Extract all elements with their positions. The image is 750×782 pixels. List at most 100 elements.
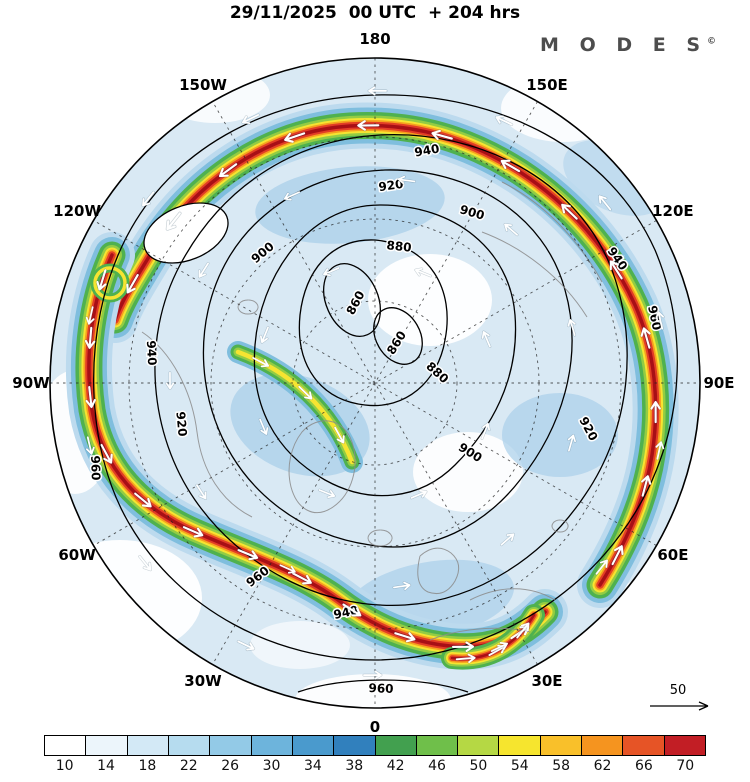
wind-arrow — [654, 310, 665, 331]
wind-arrow — [278, 563, 297, 575]
contour-label-940: 940 — [332, 603, 359, 622]
contour-line-960-outer — [297, 679, 469, 693]
wind-arrow — [414, 267, 432, 278]
wind-arrow — [84, 385, 97, 409]
wind-arrow — [392, 581, 412, 591]
longitude-label-30E: 30E — [531, 671, 563, 690]
colorbar-tick-label: 54 — [510, 758, 529, 774]
colorbar-tick-label: 46 — [428, 758, 446, 774]
wind-arrows — [84, 85, 665, 681]
wind-reference-label: 50 — [670, 683, 687, 698]
colorbar-cells — [44, 735, 706, 756]
colorbar-tick-label: 66 — [635, 758, 653, 774]
wind-arrow — [333, 426, 346, 445]
wind-arrow — [182, 525, 204, 539]
wind-reference: 50 — [650, 683, 709, 711]
wind-arrow — [500, 158, 521, 173]
cyclone-vortex — [90, 263, 130, 303]
wind-arrow — [236, 548, 259, 561]
wind-arrow — [490, 641, 509, 653]
colorbar-cell — [168, 736, 211, 755]
contour-line-860 — [323, 263, 381, 337]
colorbar-cell — [458, 736, 500, 755]
wind-arrow — [610, 544, 625, 566]
wind-arrow — [598, 194, 612, 211]
wind-arrow — [241, 113, 260, 125]
wind-arrow — [138, 555, 152, 572]
wind-arrow — [649, 400, 662, 424]
closed-contour-lake — [143, 202, 229, 264]
colorbar-cell — [540, 736, 583, 755]
modes-logo-copyright: © — [707, 36, 716, 47]
colorbar-tick-label: 10 — [55, 758, 74, 774]
wind-arrow — [291, 571, 313, 586]
wind-arrow — [455, 653, 477, 664]
wind-arrow — [393, 631, 417, 643]
longitude-label-150E: 150E — [526, 76, 568, 95]
wind-arrow — [609, 259, 624, 281]
contour-label-960: 960 — [88, 455, 103, 481]
longitude-label-180: 180 — [359, 30, 391, 48]
colorbar-cell — [375, 736, 417, 755]
longitude-label-120W: 120W — [53, 202, 102, 220]
wind-arrow — [85, 435, 96, 456]
contour-line-940 — [154, 134, 628, 607]
contour-label-940: 940 — [144, 340, 159, 366]
wind-arrow — [84, 326, 96, 350]
colorbar-tick-label: 50 — [469, 758, 488, 774]
wind-arrow — [480, 422, 491, 440]
colorbar-cell — [292, 736, 335, 755]
darker-field-patches — [230, 140, 667, 641]
colorbar-cell — [45, 736, 87, 755]
wind-reference-arrow — [650, 701, 709, 711]
wind-arrow — [251, 356, 270, 368]
colorbar-cell — [251, 736, 293, 755]
wind-arrow — [451, 640, 475, 653]
wind-arrow — [198, 262, 210, 279]
colorbar-tick-label: 14 — [97, 758, 115, 774]
wind-arrow — [218, 162, 238, 178]
wind-arrow — [322, 266, 341, 277]
colorbar-tick-label: 38 — [345, 758, 364, 774]
longitude-label-90W: 90W — [12, 374, 50, 392]
wind-arrow — [515, 621, 531, 640]
wind-arrow — [141, 190, 155, 207]
page-title: 29/11/2025 00 UTC + 204 hrs — [229, 3, 521, 23]
colorbar-cell — [86, 736, 128, 755]
contour-line-900 — [253, 204, 517, 497]
wind-arrow — [85, 305, 96, 326]
wind-arrow — [367, 85, 388, 96]
map-interior: 9409209008808608608809009009209209409409… — [50, 58, 700, 708]
coastlines — [141, 181, 603, 641]
colorbar-cell — [499, 736, 541, 755]
wind-arrow — [560, 203, 579, 221]
wind-arrow — [318, 488, 336, 499]
wind-arrow — [195, 483, 207, 500]
longitude-label-0: 0 — [369, 718, 381, 736]
modes-logo-text: M O D E S — [540, 34, 707, 56]
wind-arrow — [481, 330, 492, 348]
contour-line-880 — [298, 239, 448, 407]
wind-arrow — [283, 131, 306, 144]
colorbar-tick-label: 62 — [593, 758, 612, 774]
longitude-label-60E: 60E — [657, 546, 689, 564]
wind-arrow — [397, 175, 416, 185]
colorbar-tick-label: 30 — [262, 758, 281, 774]
colorbar: 10 14 18 22 26 30 34 38 42 46 50 54 58 62 66 70 — [44, 735, 706, 774]
wind-arrow — [283, 190, 301, 202]
colorbar-cell — [210, 736, 252, 755]
wind-arrow — [125, 273, 140, 295]
wind-arrow — [430, 129, 454, 141]
longitude-label-150W: 150W — [179, 76, 227, 95]
colorbar-cell — [127, 736, 169, 755]
contour-label-960: 960 — [645, 304, 664, 331]
contour-label-920: 920 — [378, 177, 405, 194]
wind-arrow — [99, 443, 114, 465]
longitude-label-120E: 120E — [652, 202, 694, 220]
contour-line-960 — [93, 94, 678, 661]
wind-arrow — [133, 491, 153, 509]
wind-arrow — [165, 371, 175, 390]
wind-arrow — [236, 640, 256, 652]
modes-logo: M O D E S© — [540, 34, 716, 56]
